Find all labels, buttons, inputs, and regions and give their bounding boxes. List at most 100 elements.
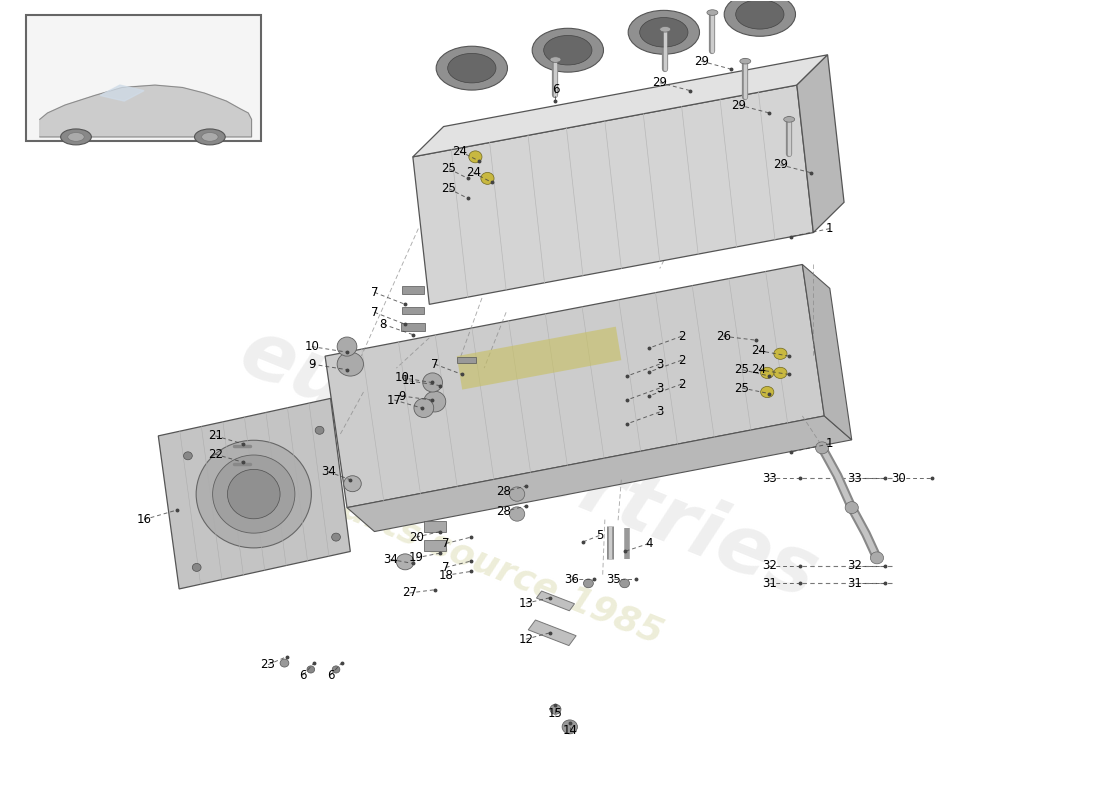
Text: 2: 2 [678,354,685,366]
Ellipse shape [870,552,883,564]
Text: 14: 14 [562,724,578,738]
Text: 24: 24 [465,166,481,179]
Text: 25: 25 [441,182,456,195]
Ellipse shape [736,0,784,29]
Bar [402,307,424,314]
Text: 7: 7 [371,286,378,299]
Text: 29: 29 [732,98,746,111]
Text: 6: 6 [299,669,307,682]
Text: 2: 2 [678,330,685,342]
Ellipse shape [532,28,604,72]
Text: 12: 12 [518,633,534,646]
Text: 34: 34 [321,466,336,478]
Ellipse shape [343,476,361,492]
Polygon shape [326,265,824,508]
Ellipse shape [196,440,311,548]
Text: 1: 1 [826,438,834,450]
Ellipse shape [773,367,786,378]
Bar [528,620,576,646]
Text: eurosportries: eurosportries [228,312,828,615]
Ellipse shape [562,720,578,734]
Text: 10: 10 [305,340,319,353]
Text: 35: 35 [606,573,621,586]
Ellipse shape [550,704,561,714]
Ellipse shape [583,579,593,588]
Polygon shape [412,55,827,157]
Text: 33: 33 [762,472,777,485]
Bar [424,540,446,551]
Text: 34: 34 [384,553,398,566]
Ellipse shape [228,470,280,518]
Ellipse shape [761,367,773,378]
Ellipse shape [640,18,688,47]
Text: 32: 32 [762,559,777,572]
Ellipse shape [628,10,700,54]
Text: 30: 30 [891,472,906,485]
Text: 26: 26 [716,330,730,342]
Ellipse shape [550,57,561,62]
Ellipse shape [337,352,363,376]
Text: 7: 7 [431,358,439,370]
Text: 28: 28 [496,485,512,498]
Ellipse shape [307,666,315,673]
Ellipse shape [761,386,773,398]
Ellipse shape [396,554,414,570]
Text: 8: 8 [379,318,387,330]
Text: 31: 31 [848,577,862,590]
Ellipse shape [424,391,446,412]
Bar [400,322,425,330]
Text: 20: 20 [409,530,424,544]
Ellipse shape [316,426,324,434]
Text: 18: 18 [438,569,453,582]
Text: 19: 19 [408,551,424,564]
Ellipse shape [414,398,433,418]
Text: 21: 21 [208,430,223,442]
Text: 9: 9 [398,390,406,402]
Ellipse shape [448,54,496,83]
Text: 29: 29 [773,158,788,171]
Text: 33: 33 [848,472,862,485]
Text: 25: 25 [735,363,749,376]
Ellipse shape [212,455,295,533]
Text: 7: 7 [442,561,450,574]
Text: 3: 3 [656,358,663,370]
Bar [402,286,424,294]
Text: 31: 31 [762,577,777,590]
Ellipse shape [337,337,356,356]
Ellipse shape [469,151,482,163]
Ellipse shape [422,373,442,392]
Text: 4: 4 [645,537,652,550]
Text: 25: 25 [735,382,749,394]
Ellipse shape [543,35,592,65]
Ellipse shape [195,129,226,145]
Ellipse shape [707,10,718,15]
Text: 29: 29 [652,76,668,90]
Ellipse shape [280,659,289,667]
Ellipse shape [184,452,192,460]
Text: 16: 16 [136,513,152,526]
Text: 13: 13 [518,597,534,610]
Text: 32: 32 [848,559,862,572]
Bar [424,521,446,532]
Ellipse shape [509,487,525,502]
Text: 3: 3 [656,406,663,418]
Polygon shape [100,85,144,101]
Ellipse shape [660,26,671,32]
Text: 24: 24 [452,145,468,158]
Ellipse shape [815,442,828,454]
Ellipse shape [192,563,201,571]
Text: 6: 6 [327,669,334,682]
Text: 10: 10 [395,371,409,384]
Ellipse shape [619,579,629,588]
Text: 5: 5 [596,529,603,542]
Ellipse shape [740,58,751,64]
Text: 17: 17 [387,394,402,406]
Bar [25,15,262,141]
Ellipse shape [68,133,85,142]
Text: 6: 6 [552,82,559,95]
Ellipse shape [724,0,795,36]
Text: 27: 27 [403,586,417,599]
Polygon shape [158,398,350,589]
Polygon shape [802,265,851,440]
Text: 2: 2 [678,378,685,390]
